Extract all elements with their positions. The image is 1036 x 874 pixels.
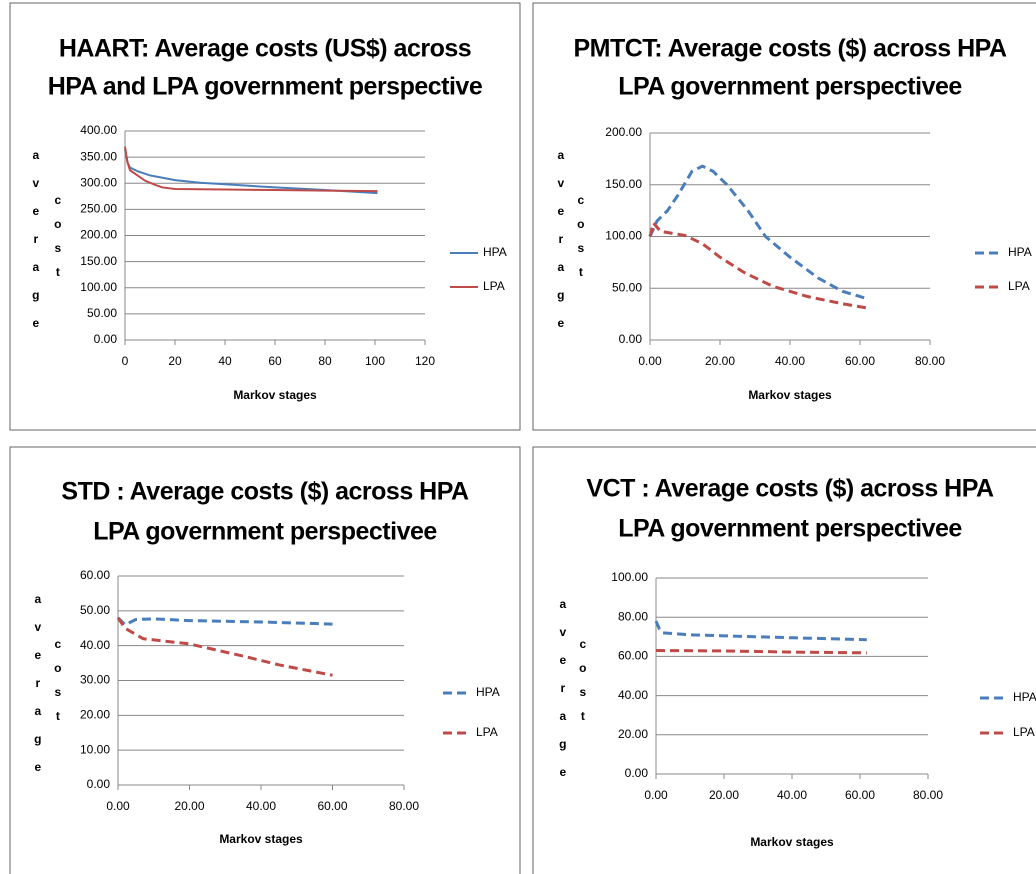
- y-tick-label: 20.00: [618, 727, 648, 741]
- chart-title: PMTCT: Average costs ($) across HPA: [573, 35, 1007, 63]
- x-tick-label: 80.00: [913, 788, 943, 802]
- y-tick-label: 150.00: [605, 177, 642, 191]
- line-series: [655, 649, 867, 655]
- x-tick-label: 0.00: [106, 799, 130, 813]
- x-tick-label: 120: [415, 354, 435, 368]
- legend-label: LPA: [483, 279, 505, 293]
- legend-label: HPA: [1013, 690, 1036, 704]
- panel-border: [532, 2, 1036, 431]
- y-tick-label: 350.00: [80, 149, 117, 163]
- x-tick-label: 40.00: [777, 788, 807, 802]
- y-tick-label: 50.00: [87, 306, 117, 320]
- y-tick-label: 150.00: [80, 254, 117, 268]
- x-axis-label: Markov stages: [750, 835, 834, 849]
- line-series: [116, 616, 333, 677]
- x-axis-label: Markov stages: [233, 388, 317, 402]
- x-tick-label: 0.00: [644, 788, 668, 802]
- y-tick-label: 40.00: [618, 688, 648, 702]
- y-tick-label: 80.00: [618, 609, 648, 623]
- line-series: [116, 616, 333, 627]
- y-tick-label: 100.00: [80, 280, 117, 294]
- y-tick-label: 60.00: [80, 568, 110, 582]
- y-tick-label: 200.00: [605, 125, 642, 139]
- y-axis-label: cost: [576, 637, 590, 733]
- legend-label: LPA: [1008, 279, 1030, 293]
- legend-label: LPA: [1013, 725, 1035, 739]
- legend-label: HPA: [1008, 245, 1032, 259]
- y-tick-label: 100.00: [605, 229, 642, 243]
- y-tick-label: 30.00: [80, 673, 110, 687]
- x-tick-label: 80.00: [915, 354, 945, 368]
- y-tick-label: 200.00: [80, 228, 117, 242]
- chart-title: LPA government perspectivee: [618, 515, 962, 543]
- y-axis-label: average: [29, 148, 43, 344]
- x-axis-label: Markov stages: [748, 388, 832, 402]
- line-series: [648, 164, 868, 301]
- y-tick-label: 40.00: [80, 638, 110, 652]
- y-axis-label: average: [31, 592, 45, 788]
- chart-title: LPA government perspectivee: [93, 518, 437, 546]
- panel-border: [9, 446, 521, 874]
- x-tick-label: 20.00: [705, 354, 735, 368]
- x-tick-label: 20: [168, 354, 182, 368]
- y-axis-label: cost: [51, 637, 65, 733]
- chart-title: STD : Average costs ($) across HPA: [61, 478, 469, 506]
- y-tick-label: 10.00: [80, 742, 110, 756]
- line-series: [654, 620, 867, 642]
- x-tick-label: 0: [122, 354, 129, 368]
- line-series: [648, 219, 868, 310]
- y-axis-label: cost: [51, 193, 65, 289]
- x-tick-label: 40.00: [775, 354, 805, 368]
- x-tick-label: 40: [218, 354, 232, 368]
- x-tick-label: 20.00: [709, 788, 739, 802]
- panel-border: [532, 446, 1036, 874]
- y-tick-label: 400.00: [80, 123, 117, 137]
- x-tick-label: 80: [318, 354, 332, 368]
- chart-title: VCT : Average costs ($) across HPA: [586, 475, 994, 503]
- legend-label: HPA: [483, 245, 507, 259]
- legend-label: HPA: [476, 685, 500, 699]
- x-tick-label: 60: [268, 354, 282, 368]
- x-tick-label: 60.00: [845, 354, 875, 368]
- x-axis-label: Markov stages: [219, 832, 303, 846]
- x-tick-label: 60.00: [845, 788, 875, 802]
- y-tick-label: 20.00: [80, 708, 110, 722]
- x-tick-label: 80.00: [389, 799, 419, 813]
- line-series: [124, 146, 378, 193]
- x-tick-label: 100: [365, 354, 385, 368]
- chart-title: HPA and LPA government perspective: [48, 73, 483, 101]
- x-tick-label: 0.00: [638, 354, 662, 368]
- y-tick-label: 0.00: [625, 766, 649, 780]
- y-tick-label: 100.00: [611, 570, 648, 584]
- chart-title: HAART: Average costs (US$) across: [59, 35, 471, 63]
- y-axis-label: average: [556, 597, 570, 793]
- y-tick-label: 60.00: [618, 649, 648, 663]
- legend-label: LPA: [476, 725, 498, 739]
- y-tick-label: 0.00: [87, 777, 111, 791]
- x-tick-label: 40.00: [246, 799, 276, 813]
- panel-border: [9, 2, 521, 431]
- y-tick-label: 0.00: [94, 332, 118, 346]
- chart-title: LPA government perspectivee: [618, 73, 962, 101]
- x-tick-label: 20.00: [174, 799, 204, 813]
- y-axis-label: average: [554, 148, 568, 344]
- y-tick-label: 250.00: [80, 202, 117, 216]
- y-axis-label: cost: [574, 193, 588, 289]
- y-tick-label: 300.00: [80, 175, 117, 189]
- y-tick-label: 0.00: [619, 332, 643, 346]
- y-tick-label: 50.00: [80, 603, 110, 617]
- x-tick-label: 60.00: [317, 799, 347, 813]
- y-tick-label: 50.00: [612, 280, 642, 294]
